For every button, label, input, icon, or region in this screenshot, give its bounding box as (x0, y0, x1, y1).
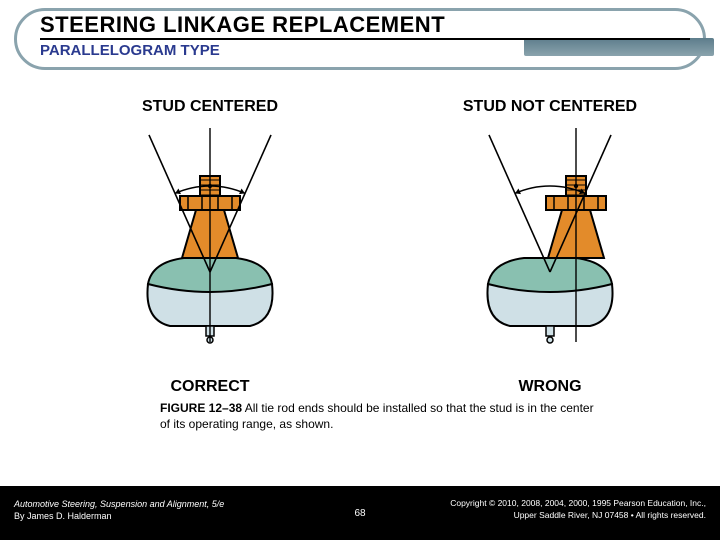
figure-left-bottom-label: CORRECT (40, 378, 380, 396)
slide-title: STEERING LINKAGE REPLACEMENT (40, 12, 445, 38)
figure-left-top-label: STUD CENTERED (40, 98, 380, 116)
figure-left: STUD CENTERED CORRECT (40, 96, 380, 396)
footer-book: Automotive Steering, Suspension and Alig… (14, 498, 224, 522)
figure-right-top-label: STUD NOT CENTERED (380, 98, 720, 116)
tie-rod-wrong-icon (420, 122, 680, 362)
figure-caption: FIGURE 12–38 All tie rod ends should be … (160, 400, 600, 432)
footer-copy-line2: Upper Saddle River, NJ 07458 • All right… (514, 510, 706, 520)
tie-rod-correct-icon (80, 122, 340, 362)
footer-copyright: Copyright © 2010, 2008, 2004, 2000, 1995… (450, 498, 706, 522)
figure-right-bottom-label: WRONG (380, 378, 720, 396)
footer-author: By James D. Halderman (14, 511, 112, 521)
figure-right: STUD NOT CENTERED WRONG (380, 96, 720, 396)
title-underline (40, 38, 690, 40)
slide-footer: Automotive Steering, Suspension and Alig… (0, 486, 720, 540)
figure-area: STUD CENTERED CORRECT STUD NOT CENTERED … (0, 96, 720, 396)
footer-book-title: Automotive Steering, Suspension and Alig… (14, 499, 224, 509)
figure-caption-bold: FIGURE 12–38 (160, 401, 242, 415)
slide-header: STEERING LINKAGE REPLACEMENT PARALLELOGR… (14, 8, 706, 70)
footer-copy-line1: Copyright © 2010, 2008, 2004, 2000, 1995… (450, 498, 706, 508)
slide-subtitle: PARALLELOGRAM TYPE (40, 42, 220, 59)
footer-page: 68 (354, 508, 365, 519)
header-accent-bar (524, 38, 714, 56)
